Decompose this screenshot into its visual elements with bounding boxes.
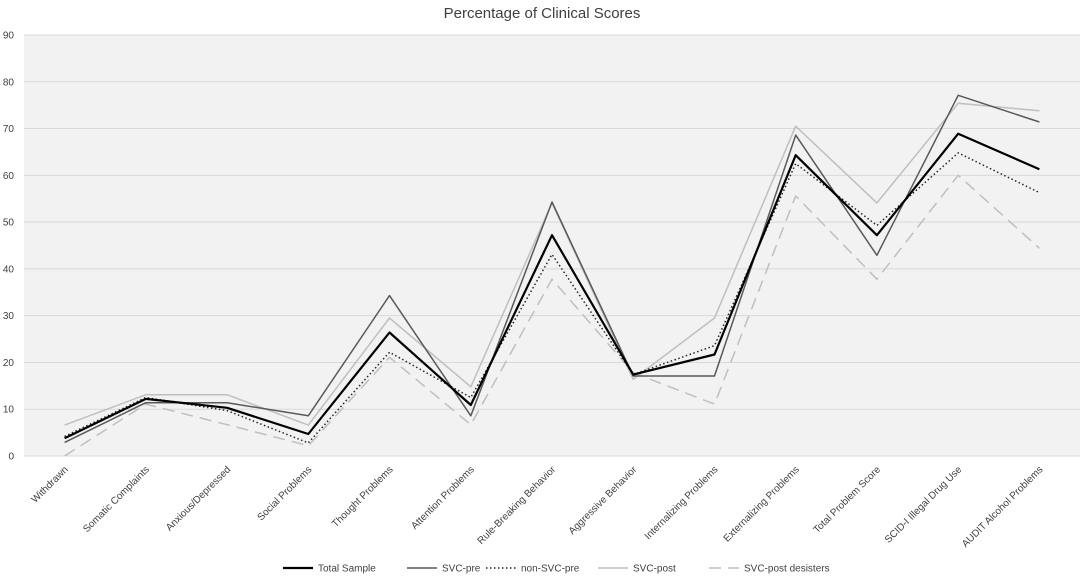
y-tick-label: 20 xyxy=(3,358,15,369)
y-tick-label: 40 xyxy=(3,264,15,275)
y-tick-label: 50 xyxy=(3,218,15,229)
y-tick-label: 90 xyxy=(3,31,15,42)
chart-title: Percentage of Clinical Scores xyxy=(444,5,641,22)
series-line-non-svc-pre xyxy=(64,152,1040,444)
legend-label: SVC-pre xyxy=(442,564,481,575)
series-line-svc-pre xyxy=(64,94,1040,444)
y-tick-label: 30 xyxy=(3,311,15,322)
series-line-svc-post-desisters xyxy=(64,174,1040,457)
y-tick-label: 70 xyxy=(3,124,15,135)
series-lines xyxy=(64,94,1040,457)
y-axis-ticks: 0 10 20 30 40 50 60 70 80 90 xyxy=(3,31,15,463)
y-tick-label: 10 xyxy=(3,405,15,416)
plot-area xyxy=(24,35,1080,456)
gridlines xyxy=(24,34,1080,457)
legend-label: SVC-post desisters xyxy=(744,564,830,575)
y-tick-label: 60 xyxy=(3,171,15,182)
series-line-total-sample xyxy=(64,132,1040,440)
legend: Total Sample SVC-pre non-SVC-pre SVC-post SV… xyxy=(283,564,830,575)
legend-label: non-SVC-pre xyxy=(521,564,580,575)
y-tick-label: 80 xyxy=(3,77,15,88)
y-tick-label: 0 xyxy=(8,452,14,463)
legend-label: Total Sample xyxy=(318,564,376,575)
legend-label: SVC-post xyxy=(633,564,676,575)
